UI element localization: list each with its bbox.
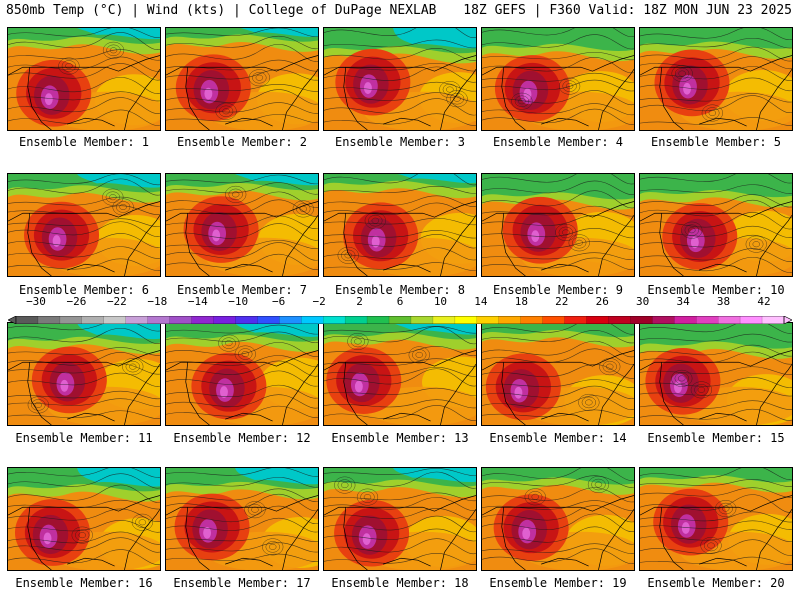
temperature-map (482, 28, 634, 130)
colorbar-tick-label: 14 (474, 295, 488, 308)
colorbar-tick-label: −22 (106, 295, 127, 308)
map-panel-member-1 (7, 27, 161, 131)
colorbar-tick-label: 2 (356, 295, 363, 308)
panel-caption: Ensemble Member: 3 (334, 135, 466, 149)
colorbar-tick-label: −30 (26, 295, 46, 308)
panel-caption: Ensemble Member: 6 (18, 283, 150, 297)
colorbar-tick-label: 18 (514, 295, 528, 308)
temperature-map (166, 468, 318, 570)
header-valid-time: 18Z GEFS | F360 Valid: 18Z MON JUN 23 20… (463, 3, 792, 18)
panel-caption: Ensemble Member: 2 (176, 135, 308, 149)
temperature-map (324, 323, 476, 425)
colorbar-tick-label: −2 (312, 295, 326, 308)
panel-caption: Ensemble Member: 14 (489, 431, 627, 445)
map-panel-member-3 (323, 27, 477, 131)
temperature-map (640, 28, 792, 130)
map-panel-member-4 (481, 27, 635, 131)
map-panel-member-13 (323, 322, 477, 426)
temperature-colorbar (7, 309, 793, 325)
colorbar-tick-label: −26 (66, 295, 87, 308)
colorbar-tick-label: 6 (396, 295, 404, 308)
map-panel-member-14 (481, 322, 635, 426)
map-panel-member-17 (165, 467, 319, 571)
temperature-map (8, 174, 160, 276)
temperature-map (324, 28, 476, 130)
panel-caption: Ensemble Member: 17 (173, 576, 311, 590)
panel-caption: Ensemble Member: 18 (331, 576, 469, 590)
colorbar-tick-label: −10 (228, 295, 249, 308)
temperature-map (8, 28, 160, 130)
map-panel-member-8 (323, 173, 477, 277)
map-panel-member-6 (7, 173, 161, 277)
temperature-map (324, 468, 476, 570)
colorbar-tick-label: 38 (716, 295, 731, 308)
panel-caption: Ensemble Member: 8 (334, 283, 466, 297)
map-panel-member-18 (323, 467, 477, 571)
colorbar-tick-label: 22 (555, 295, 569, 308)
map-panel-member-16 (7, 467, 161, 571)
panel-caption: Ensemble Member: 1 (18, 135, 150, 149)
map-panel-member-20 (639, 467, 793, 571)
colorbar-tick-label: −14 (187, 295, 208, 308)
panel-caption: Ensemble Member: 5 (650, 135, 782, 149)
temperature-map (640, 174, 792, 276)
map-panel-member-11 (7, 322, 161, 426)
temperature-map (482, 174, 634, 276)
panel-caption: Ensemble Member: 7 (176, 283, 308, 297)
panel-caption: Ensemble Member: 11 (15, 431, 153, 445)
colorbar-tick-label: 10 (433, 295, 448, 308)
temperature-map (166, 174, 318, 276)
temperature-map (482, 323, 634, 425)
temperature-map (8, 468, 160, 570)
map-panel-member-2 (165, 27, 319, 131)
panel-caption: Ensemble Member: 9 (492, 283, 624, 297)
temperature-map (482, 468, 634, 570)
panel-caption: Ensemble Member: 13 (331, 431, 469, 445)
map-panel-member-19 (481, 467, 635, 571)
colorbar-tick-label: −6 (272, 295, 286, 308)
temperature-map (8, 323, 160, 425)
map-panel-member-9 (481, 173, 635, 277)
colorbar-tick-label: 26 (595, 295, 609, 308)
panel-caption: Ensemble Member: 19 (489, 576, 627, 590)
header-title: 850mb Temp (°C) | Wind (kts) | College o… (6, 3, 437, 18)
temperature-map (640, 468, 792, 570)
map-panel-member-12 (165, 322, 319, 426)
map-panel-member-15 (639, 322, 793, 426)
colorbar-tick-label: 30 (636, 295, 650, 308)
map-panel-member-7 (165, 173, 319, 277)
colorbar-tick-label: 42 (757, 295, 771, 308)
temperature-map (640, 323, 792, 425)
colorbar-tick-label: −18 (147, 295, 168, 308)
temperature-map (166, 323, 318, 425)
temperature-map (166, 28, 318, 130)
map-panel-member-10 (639, 173, 793, 277)
panel-caption: Ensemble Member: 15 (647, 431, 785, 445)
panel-caption: Ensemble Member: 12 (173, 431, 311, 445)
panel-caption: Ensemble Member: 20 (647, 576, 785, 590)
panel-caption: Ensemble Member: 4 (492, 135, 624, 149)
temperature-map (324, 174, 476, 276)
panel-caption: Ensemble Member: 10 (647, 283, 785, 297)
map-panel-member-5 (639, 27, 793, 131)
panel-caption: Ensemble Member: 16 (15, 576, 153, 590)
colorbar-tick-label: 34 (676, 295, 690, 308)
